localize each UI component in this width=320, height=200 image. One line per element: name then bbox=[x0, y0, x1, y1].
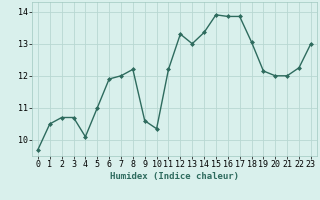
X-axis label: Humidex (Indice chaleur): Humidex (Indice chaleur) bbox=[110, 172, 239, 181]
